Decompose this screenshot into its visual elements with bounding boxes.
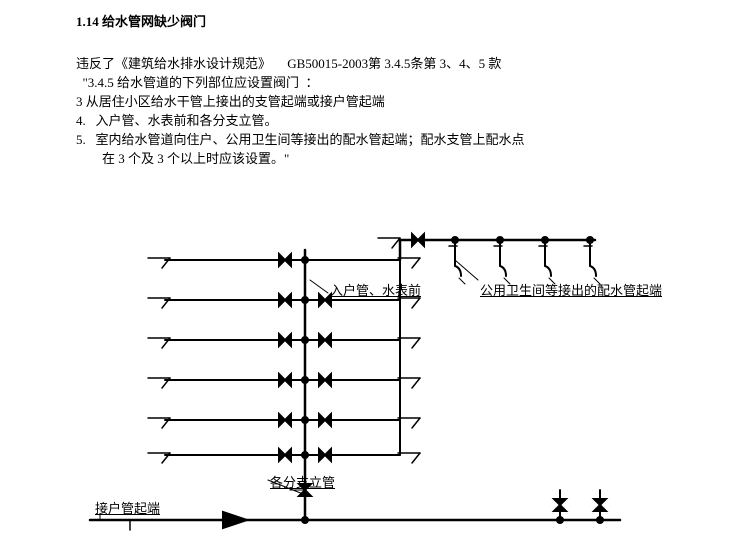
piping-diagram — [0, 0, 747, 546]
